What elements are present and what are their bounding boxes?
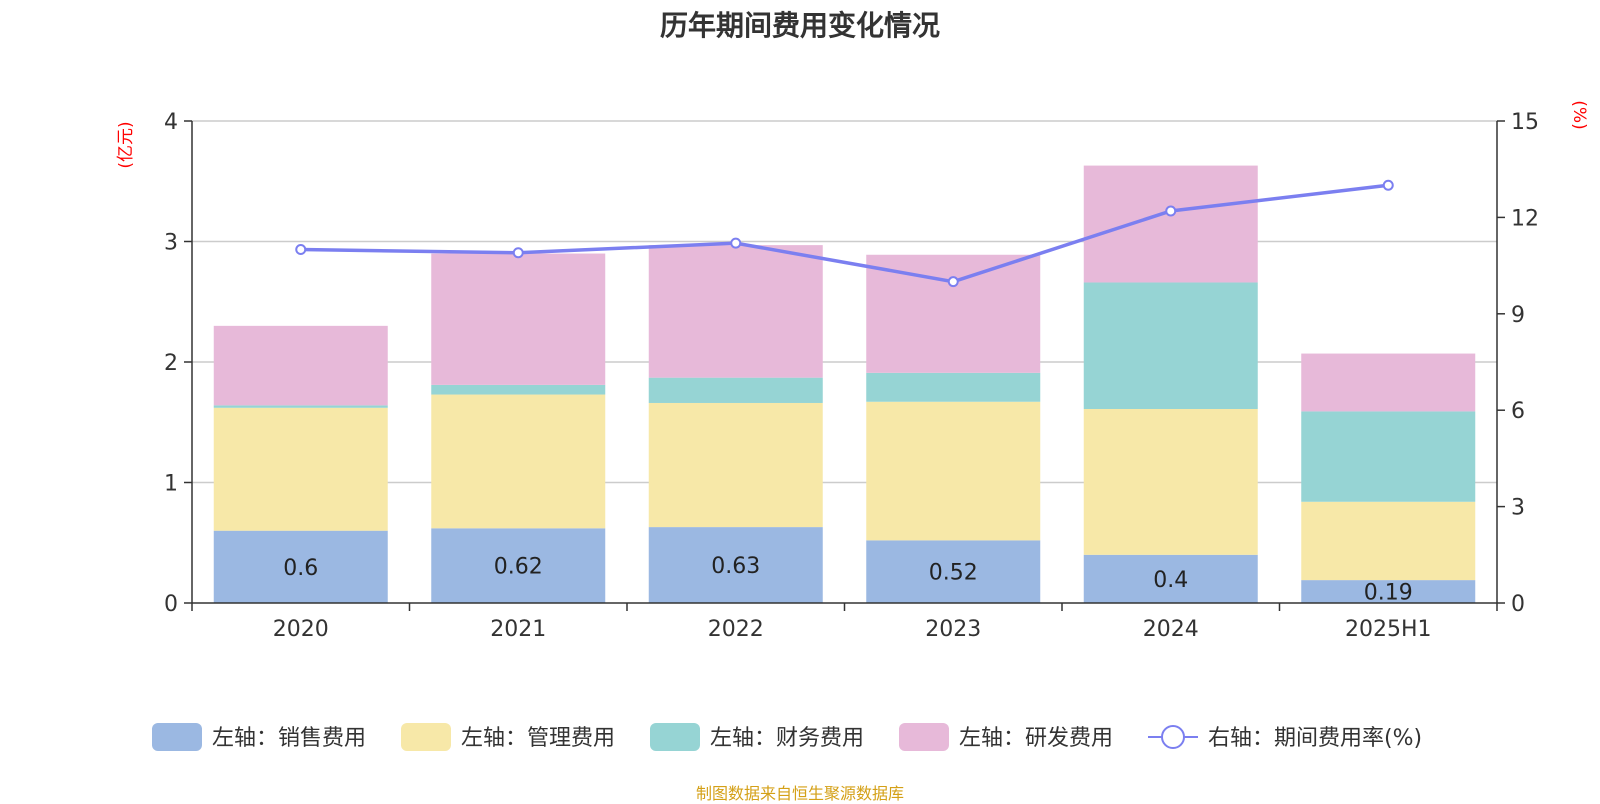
legend-marker (1161, 725, 1185, 749)
bar-segment (1083, 554, 1258, 603)
rate-point (947, 276, 959, 288)
x-axis-tick-label: 2024 (1143, 617, 1199, 642)
right-axis-tick-label: 0 (1511, 592, 1525, 617)
x-axis-tick-label: 2021 (490, 617, 546, 642)
bar-segment (648, 527, 823, 603)
data-source-note: 制图数据来自恒生聚源数据库 (695, 784, 904, 803)
right-axis-tick-label: 12 (1511, 206, 1539, 231)
bar-segment (213, 530, 388, 603)
bar-segment (431, 394, 606, 529)
bar-segment (213, 325, 388, 406)
rate-point (1165, 205, 1177, 217)
legend: 左轴：销售费用 左轴：管理费用 左轴：财务费用 左轴：研发费用 右轴：期间费用率(%) (152, 723, 1422, 751)
data-label-layer: 0.6 0.62 0.63 0.52 0.4 0.19 (283, 554, 1412, 606)
rate-line (300, 183, 1389, 284)
bar-segment (1083, 282, 1258, 409)
data-label: 0.63 (711, 554, 760, 579)
legend-swatch (650, 723, 700, 751)
grid-lines (192, 120, 1497, 484)
right-axis-tick-label: 15 (1511, 110, 1539, 135)
bar-segment (648, 245, 823, 378)
data-label: 0.4 (1153, 568, 1188, 593)
legend-label: 左轴：研发费用 (959, 726, 1113, 751)
right-axis-tick-label: 3 (1511, 496, 1525, 521)
bar-segment (213, 405, 388, 408)
bar-layer (213, 165, 1476, 603)
rate-point (512, 247, 524, 259)
x-axis-tick-label: 2020 (273, 617, 329, 642)
left-axis-tick-label: 2 (164, 351, 178, 376)
bar-segment (1301, 353, 1476, 412)
left-axis-tick-label: 0 (164, 592, 178, 617)
legend-label: 左轴：销售费用 (212, 726, 366, 751)
bar-segment (431, 253, 606, 385)
rate-point (1382, 179, 1394, 191)
left-axis-tick-label: 4 (164, 110, 178, 135)
legend-label: 左轴：管理费用 (461, 726, 615, 751)
rate-point (730, 237, 742, 249)
bar-segment (431, 384, 606, 395)
bar-segment (648, 377, 823, 403)
data-label: 0.6 (283, 556, 318, 581)
bar-segment (866, 254, 1041, 373)
legend-swatch (152, 723, 202, 751)
data-label: 0.62 (494, 555, 543, 580)
data-label: 0.52 (929, 561, 978, 586)
line-layer (295, 179, 1394, 288)
legend-label: 左轴：财务费用 (710, 726, 864, 751)
legend-swatch (899, 723, 949, 751)
left-axis-unit: (亿元) (116, 121, 136, 168)
x-axis-tick-label: 2025H1 (1345, 617, 1432, 642)
right-axis-tick-label: 9 (1511, 303, 1525, 328)
bar-segment (1301, 411, 1476, 502)
x-axis-tick-label: 2022 (708, 617, 764, 642)
left-axis-tick-label: 1 (164, 472, 178, 497)
right-axis-tick-label: 6 (1511, 399, 1525, 424)
bar-segment (866, 372, 1041, 402)
bar-segment (1301, 501, 1476, 581)
x-axis-tick-label: 2023 (925, 617, 981, 642)
bar-segment (866, 540, 1041, 603)
chart-title: 历年期间费用变化情况 (659, 9, 940, 42)
bar-segment (648, 402, 823, 528)
rate-point (295, 244, 307, 256)
left-axis-tick-label: 3 (164, 231, 178, 256)
bar-segment (431, 528, 606, 603)
bar-segment (213, 407, 388, 531)
legend-swatch (401, 723, 451, 751)
bar-segment (1301, 580, 1476, 603)
bar-segment (1083, 165, 1258, 283)
legend-label: 右轴：期间费用率(%) (1208, 726, 1422, 751)
bar-segment (1083, 408, 1258, 555)
data-label: 0.19 (1364, 581, 1413, 606)
bar-segment (866, 401, 1041, 541)
right-axis-unit: (%) (1569, 100, 1589, 129)
